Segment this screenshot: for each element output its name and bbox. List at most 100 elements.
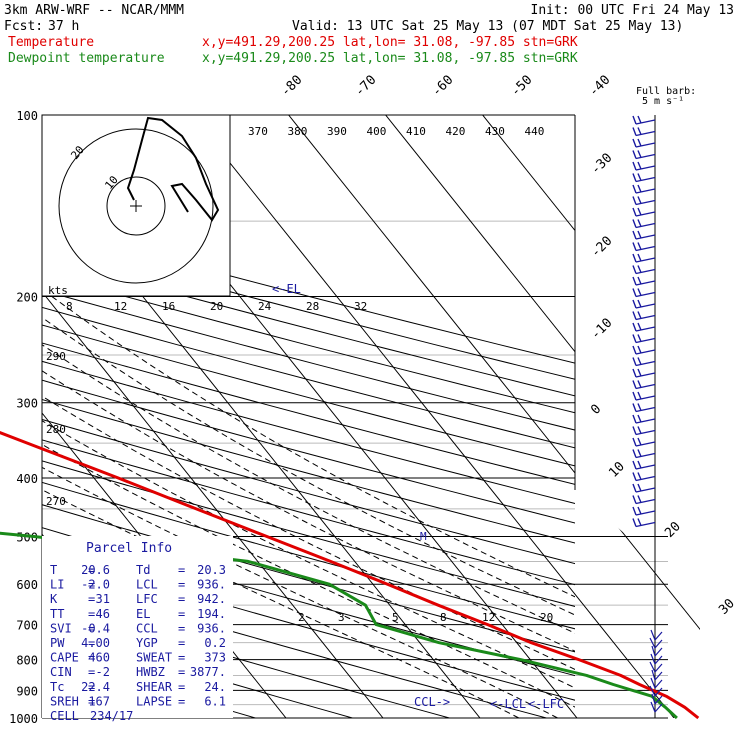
parcel-eq: = (178, 665, 185, 679)
moist-adiabat (42, 395, 575, 670)
dewpoint-legend: Dewpoint temperature (8, 51, 165, 66)
parcel-key: SREH (50, 694, 79, 708)
hodograph-axis-labels: 8 12 16 20 24 28 32 (66, 300, 367, 313)
parcel-value: 942. (197, 592, 226, 606)
parcel-value: 6.1 (204, 694, 226, 708)
dry-adiabat (42, 324, 575, 467)
wind-barb (632, 460, 656, 470)
mixing-ratio-label: 8 (440, 611, 447, 624)
isotherm-label: -50 (508, 73, 535, 100)
wind-barb-low (651, 669, 663, 681)
moist-adiabat (42, 489, 520, 718)
pressure-label-400: 400 (16, 472, 38, 486)
parcel-info-panel: Parcel Info = =T 20.6 Td 20.3= =LI -2.0 LCL 936.… (42, 536, 233, 723)
parcel-eq: = (88, 578, 95, 592)
parcel-key: SVI (50, 621, 72, 635)
wind-barb (632, 265, 656, 275)
theta-left-label: 270 (46, 495, 66, 508)
moist-adiabat (42, 420, 575, 689)
moist-adiabat (51, 296, 575, 598)
dry-adiabat (42, 306, 575, 449)
el-marker: <-EL (272, 282, 301, 296)
hodograph-trace (126, 116, 220, 222)
parcel-key: LFC (136, 592, 158, 606)
parcel-value: 31 (96, 592, 110, 606)
full-barb-label: Full barb: (636, 86, 696, 97)
parcel-value: 20.6 (81, 563, 110, 577)
cell-label: CELL (50, 709, 79, 723)
parcel-key: LAPSE (136, 694, 172, 708)
hodograph-ring-inner (106, 176, 166, 236)
moist-adiabat (42, 316, 575, 616)
pressure-label-300: 300 (16, 397, 38, 411)
pressure-label-900: 900 (16, 684, 38, 698)
dry-adiabat (42, 342, 575, 485)
parcel-value: 46 (96, 607, 110, 621)
full-barb-units: 5 m s⁻¹ (642, 96, 684, 107)
parcel-key: T (50, 563, 57, 577)
parcel-eq: = (178, 592, 185, 606)
dewpoint-trace (0, 531, 678, 720)
wind-barb-low (650, 701, 663, 713)
parcel-key: K (50, 592, 58, 606)
wind-barb-low (650, 629, 663, 641)
wind-barb (632, 161, 656, 171)
parcel-eq: = (88, 636, 95, 650)
wind-barb (632, 219, 656, 229)
theta-label: 420 (446, 125, 466, 138)
isotherm-label: -10 (588, 316, 615, 343)
parcel-key: CCL (136, 621, 158, 635)
pressure-label-1000: 1000 (9, 712, 38, 726)
wind-barb (632, 518, 656, 528)
parcel-eq: = (88, 621, 95, 635)
isotherm-line (42, 115, 384, 718)
parcel-key: SHEAR (136, 680, 173, 694)
lfc-marker: <-LFC (528, 697, 564, 711)
isotherm-label: -60 (429, 73, 456, 100)
wind-barb (632, 345, 656, 355)
isotherm-line (482, 115, 700, 718)
parcel-key: HWBZ (136, 665, 165, 679)
parcel-eq: = (178, 694, 185, 708)
wind-barb (632, 391, 656, 401)
dry-adiabat (42, 289, 575, 431)
wind-barb-low (650, 653, 663, 665)
parcel-value: 936. (197, 578, 226, 592)
temperature-location: x,y=491.29,200.25 lat,lon= 31.08, -97.85… (202, 35, 578, 50)
parcel-eq: = (88, 563, 95, 577)
wind-barb (632, 403, 656, 413)
hodograph-axis-label: 16 (162, 300, 175, 313)
isotherm-label: -30 (588, 151, 615, 178)
mixing-ratio-label: 2 (298, 611, 305, 624)
parcel-key: PW (50, 636, 65, 650)
isotherm-line (191, 115, 675, 718)
wind-barb (632, 253, 656, 263)
wind-barb (632, 426, 656, 436)
temperature-legend: Temperature (8, 35, 94, 50)
moist-adiabat (42, 443, 575, 708)
wind-barb-low (650, 677, 663, 689)
parcel-value: -0.4 (81, 621, 110, 635)
parcel-eq: = (178, 651, 185, 665)
isotherm-label: 30 (716, 596, 738, 618)
theta-labels: 370 380 390 400 410 420 430 440 290 280 270 2 3 5 8 12 2… (46, 125, 553, 624)
moist-adiabat (42, 344, 575, 634)
mixing-ratio-label: 12 (482, 611, 495, 624)
parcel-value: -2 (96, 665, 110, 679)
isotherm-label: 20 (662, 519, 684, 541)
wind-barb (632, 334, 656, 344)
pressure-label-200: 200 (16, 291, 38, 305)
dry-adiabat (42, 272, 575, 414)
wind-barb (632, 127, 656, 137)
parcel-key: CIN (50, 665, 72, 679)
pressure-label-700: 700 (16, 619, 38, 633)
isotherm-label: -80 (278, 73, 305, 100)
wind-barb (632, 184, 656, 194)
wind-barb (632, 483, 656, 493)
theta-left-label: 290 (46, 350, 66, 363)
wind-barb (632, 242, 656, 252)
isotherm-label: -20 (588, 234, 615, 261)
parcel-value: 3877. (190, 665, 226, 679)
fcst-label: Fcst: (4, 19, 43, 34)
wind-marker-m: M (420, 530, 427, 543)
